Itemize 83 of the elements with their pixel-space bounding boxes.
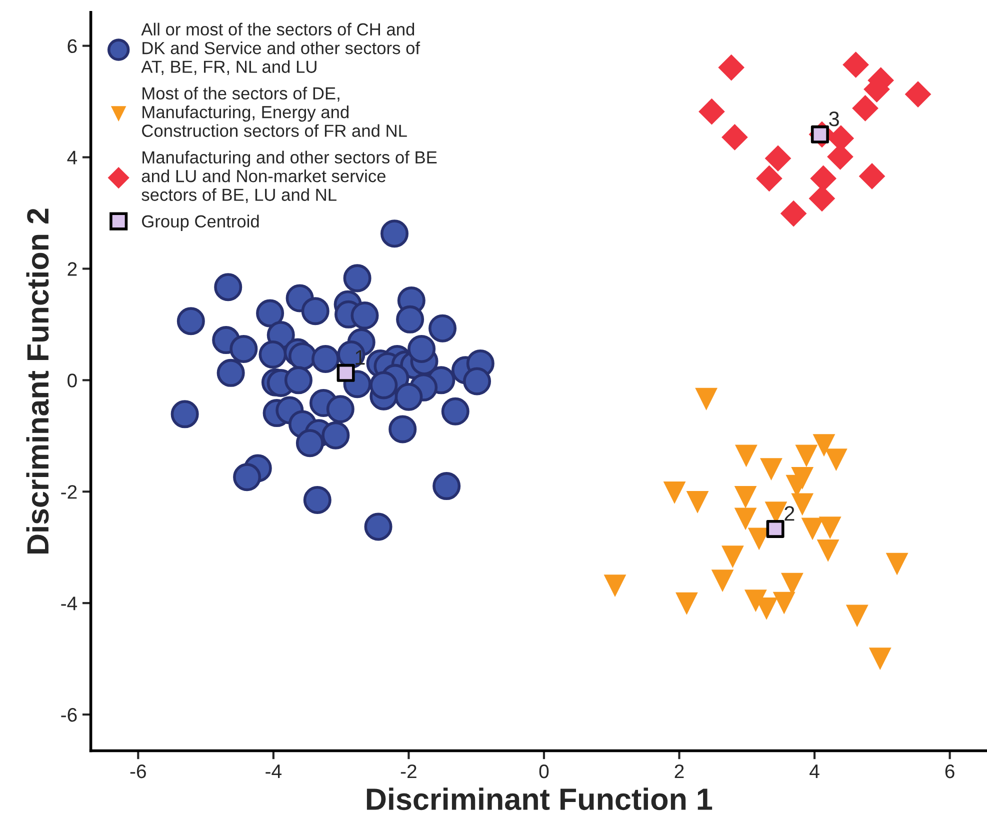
point [718,54,745,81]
point [695,388,718,410]
point [904,81,932,108]
y-tick-label: -4 [61,596,78,610]
point [812,434,836,457]
point [756,165,782,192]
point [233,463,262,492]
point [721,546,744,568]
point [380,220,408,248]
point [170,400,199,428]
legend-label: All or most of the sectors of CH and DK and Service and other sectors of AT, BE, FR, NL and LU [141,22,420,75]
point [350,302,379,330]
point [886,552,908,576]
point [780,200,807,227]
point [846,604,868,628]
point [214,273,242,302]
point [734,486,757,508]
point [760,458,782,481]
point [734,508,757,530]
point [772,592,796,614]
x-tick-label: -2 [400,764,416,778]
point [818,516,842,540]
point [766,520,784,538]
point [675,592,698,615]
x-tick-label: 4 [810,764,820,778]
point [301,297,330,326]
point [463,367,492,396]
x-tick-label: 6 [945,764,954,778]
point [852,95,878,122]
y-tick-label: 6 [68,39,77,54]
annotation: 1 [356,350,365,365]
y-tick-label: 2 [68,262,77,276]
point [663,482,686,504]
point [604,574,626,597]
point [735,444,758,468]
point [686,491,709,514]
point [824,448,848,472]
point [326,395,354,424]
point [394,382,423,411]
point [216,358,245,387]
point [722,124,748,150]
y-axis-title: Discriminant Function 2 [26,208,49,554]
point [343,264,372,292]
point [698,98,725,125]
point [230,334,258,363]
legend-label: Manufacturing and other sectors of BE and LU and Non-market service sectors of BE, LU and NL [142,150,437,203]
point [711,570,734,592]
legend-label: Most of the sectors of DE, Manufacturing, Energy and Construction sectors of FR and NL [142,86,407,137]
point [816,539,840,562]
x-axis-title: Discriminant Function 1 [366,788,712,810]
point [303,486,332,514]
point [428,314,457,342]
point [858,163,886,190]
y-tick-label: 4 [67,150,78,164]
y-tick-label: -2 [61,485,77,499]
x-tick-label: -4 [266,764,282,778]
y-tick-label: -6 [61,708,77,722]
point [256,299,284,328]
point [388,415,417,444]
point [322,421,350,450]
annotation: 2 [784,506,794,521]
point [432,472,461,500]
x-tick-label: 2 [674,764,684,778]
x-tick-label: 0 [539,764,549,778]
point [441,397,470,426]
point [842,52,869,78]
point [296,429,324,458]
point [795,444,818,468]
y-tick-label: 0 [68,374,77,388]
point [284,366,312,394]
annotation: 3 [829,112,839,126]
point [396,305,424,334]
point [336,364,355,382]
point [370,371,398,400]
point [408,334,436,363]
point [764,145,792,172]
x-tick-label: -6 [130,764,146,778]
point [258,340,287,369]
point [176,307,205,336]
point [312,344,340,373]
point [364,512,392,541]
point [868,648,892,670]
legend-label: Group Centroid [142,214,259,231]
